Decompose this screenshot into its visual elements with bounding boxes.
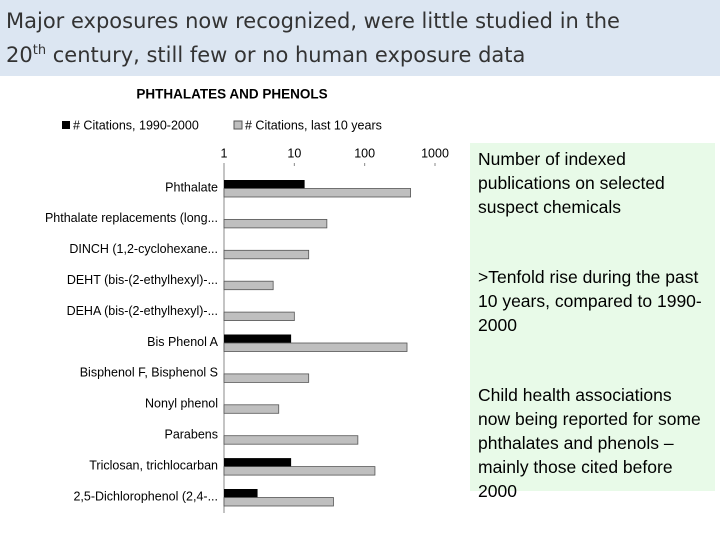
note: Number of indexed publications on select… [478, 149, 665, 217]
bar [223, 342, 408, 352]
x-tick-label: 10 [287, 146, 301, 160]
y-tick-label: DINCH (1,2-cyclohexane... [69, 242, 218, 256]
bar [224, 180, 305, 189]
note: Child health associations now being repo… [478, 385, 701, 501]
title-line: century, still few or no human exposure … [46, 43, 526, 67]
chart-title: PHTHALATES AND PHENOLS [136, 87, 327, 102]
notes-box: Number of indexed publications on select… [470, 143, 715, 501]
y-tick-label: DEHA (bis-(2-ethylhexyl)-... [67, 304, 218, 318]
bar [223, 249, 310, 260]
y-tick-label: Phthalate [165, 180, 218, 194]
title-superscript: th [32, 43, 47, 58]
x-tick-label: 1000 [421, 146, 449, 160]
legend-label: # Citations, 1990-2000 [73, 118, 199, 132]
x-tick-label: 100 [354, 146, 375, 160]
title-line: Major exposures now recognized, were lit… [6, 9, 620, 33]
bar [223, 218, 328, 229]
bar [224, 489, 258, 498]
note: >Tenfold rise during the past 10 years, … [478, 267, 702, 335]
y-tick-label: Bisphenol F, Bisphenol S [80, 366, 218, 380]
bar [223, 435, 359, 445]
bar [223, 373, 310, 383]
chart: PHTHALATES AND PHENOLS # Citations, 1990… [45, 87, 449, 513]
y-tick-label: Nonyl phenol [145, 397, 218, 411]
bar [223, 466, 376, 476]
bar [224, 334, 292, 343]
title-line: 20 [6, 43, 33, 67]
y-tick-label: Phthalate replacements (long... [45, 211, 218, 225]
bar [223, 311, 295, 322]
y-tick-label: 2,5-Dichlorophenol (2,4-... [73, 489, 218, 503]
y-tick-label: DEHT (bis-(2-ethylhexyl)-... [67, 273, 218, 287]
legend-label: # Citations, last 10 years [245, 118, 382, 132]
bar [224, 458, 292, 467]
slide-title: Major exposures now recognized, were lit… [0, 0, 720, 76]
bar [223, 497, 334, 507]
bar [223, 404, 280, 414]
bar [223, 280, 274, 291]
y-tick-label: Bis Phenol A [147, 335, 219, 349]
y-tick-label: Parabens [164, 427, 218, 441]
legend-swatch [233, 120, 243, 130]
x-tick-label: 1 [221, 146, 228, 160]
y-tick-label: Triclosan, trichlocarban [89, 458, 218, 472]
legend-swatch [62, 121, 70, 129]
bar [223, 188, 412, 198]
